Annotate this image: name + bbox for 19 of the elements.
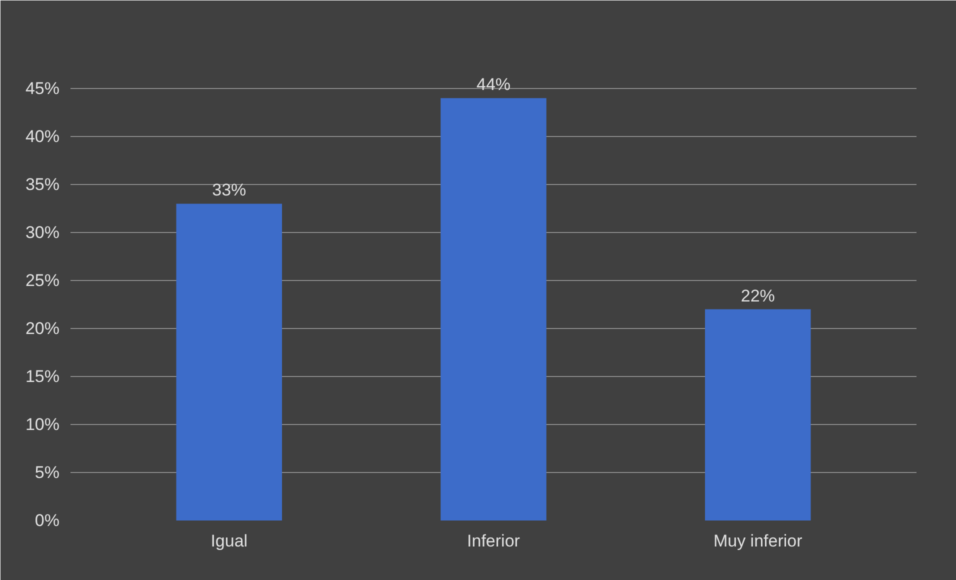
y-tick-label: 20% — [25, 319, 60, 338]
y-tick-label: 40% — [25, 127, 60, 146]
y-tick-label: 15% — [25, 367, 60, 386]
data-label: 22% — [740, 286, 775, 306]
bar — [176, 204, 282, 520]
y-tick-label: 35% — [25, 175, 60, 194]
x-tick-label: Igual — [210, 532, 248, 550]
bar — [440, 98, 546, 520]
x-tick-label: Inferior — [467, 532, 520, 550]
y-tick-label: 10% — [25, 415, 60, 434]
bar — [705, 309, 811, 520]
y-tick-label: 25% — [25, 271, 60, 290]
data-label: 44% — [476, 75, 511, 94]
x-tick-label: Muy inferior — [713, 532, 803, 550]
y-tick-label: 0% — [34, 511, 60, 530]
data-label: 33% — [212, 180, 246, 200]
y-tick-label: 45% — [25, 79, 60, 98]
y-tick-label: 30% — [25, 223, 60, 242]
y-tick-label: 5% — [34, 463, 60, 482]
